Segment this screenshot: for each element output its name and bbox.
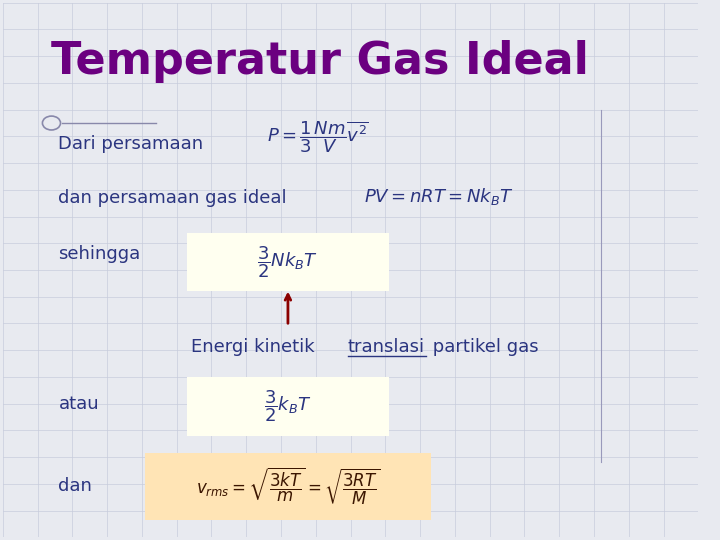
Text: $P = \dfrac{1}{3}\dfrac{Nm}{V}\overline{v^2}$: $P = \dfrac{1}{3}\dfrac{Nm}{V}\overline{…	[267, 120, 369, 156]
FancyBboxPatch shape	[187, 233, 389, 292]
Text: $v_{rms} = \sqrt{\dfrac{3kT}{m}} = \sqrt{\dfrac{3RT}{M}}$: $v_{rms} = \sqrt{\dfrac{3kT}{m}} = \sqrt…	[196, 465, 380, 507]
Text: Temperatur Gas Ideal: Temperatur Gas Ideal	[51, 40, 590, 83]
Text: translasi: translasi	[348, 339, 425, 356]
Text: Energi kinetik: Energi kinetik	[191, 339, 320, 356]
Text: $PV = nRT = Nk_BT$: $PV = nRT = Nk_BT$	[364, 186, 514, 207]
Text: atau: atau	[58, 395, 99, 413]
FancyBboxPatch shape	[187, 377, 389, 436]
Text: sehingga: sehingga	[58, 245, 140, 263]
Text: $\dfrac{3}{2}Nk_BT$: $\dfrac{3}{2}Nk_BT$	[258, 244, 318, 280]
Text: $\dfrac{3}{2}k_BT$: $\dfrac{3}{2}k_BT$	[264, 388, 312, 424]
FancyBboxPatch shape	[145, 453, 431, 519]
Text: Dari persamaan: Dari persamaan	[58, 136, 204, 153]
Text: partikel gas: partikel gas	[427, 339, 539, 356]
Text: dan: dan	[58, 477, 92, 496]
Text: dan persamaan gas ideal: dan persamaan gas ideal	[58, 189, 287, 207]
